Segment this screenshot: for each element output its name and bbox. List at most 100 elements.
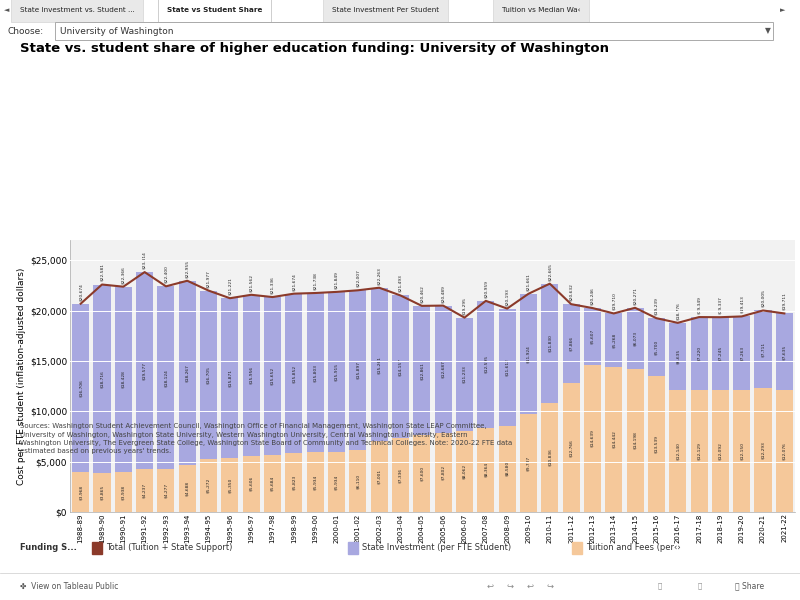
- Text: $20,246: $20,246: [590, 287, 594, 305]
- Bar: [776, 313, 793, 391]
- Text: $7,866: $7,866: [569, 336, 573, 352]
- Text: $20,674: $20,674: [78, 283, 82, 301]
- Text: $11,830: $11,830: [548, 334, 552, 352]
- Y-axis label: Cost per FTE student (inflation-adjusted dollars): Cost per FTE student (inflation-adjusted…: [17, 268, 26, 485]
- Bar: [306, 293, 324, 452]
- Bar: [562, 383, 580, 512]
- Text: ↩: ↩: [486, 581, 494, 590]
- Text: State Investment (per FTE Student): State Investment (per FTE Student): [362, 544, 510, 552]
- Text: $12,293: $12,293: [761, 441, 765, 459]
- Text: $7,220: $7,220: [697, 346, 701, 361]
- Text: $19,349: $19,349: [697, 296, 701, 314]
- Text: Sources: Washington Student Achievement Council, Washington Office of Financial : Sources: Washington Student Achievement …: [20, 423, 512, 455]
- Bar: [72, 472, 89, 512]
- Bar: [136, 469, 153, 512]
- Bar: [178, 281, 196, 465]
- Text: $21,849: $21,849: [334, 271, 338, 289]
- Text: $12,076: $12,076: [782, 442, 786, 460]
- Text: $21,674: $21,674: [292, 273, 296, 290]
- Bar: [584, 308, 601, 365]
- Text: $5,934: $5,934: [314, 475, 318, 490]
- Text: $23,814: $23,814: [142, 251, 146, 269]
- Bar: [690, 317, 707, 390]
- Text: ⬛: ⬛: [698, 583, 702, 589]
- Bar: [200, 290, 217, 459]
- Text: $19,337: $19,337: [718, 296, 722, 314]
- Bar: [350, 290, 366, 451]
- Text: University of Washington: University of Washington: [60, 26, 174, 35]
- Text: $5,607: $5,607: [590, 329, 594, 344]
- Text: Funding S...: Funding S...: [20, 544, 77, 552]
- Text: ◄: ◄: [12, 7, 18, 13]
- Bar: [498, 308, 516, 425]
- Text: ⬛: ⬛: [658, 583, 662, 589]
- Text: $21,738: $21,738: [314, 272, 318, 290]
- Text: $12,092: $12,092: [718, 442, 722, 460]
- Text: State Investment vs. Student ...: State Investment vs. Student ...: [20, 7, 134, 13]
- Text: $15,803: $15,803: [314, 364, 318, 382]
- Text: $5,684: $5,684: [270, 476, 274, 491]
- Bar: [669, 323, 686, 390]
- Text: $22,665: $22,665: [548, 263, 552, 281]
- Text: $14,442: $14,442: [612, 430, 616, 448]
- Bar: [520, 294, 537, 414]
- Bar: [242, 295, 260, 455]
- Text: Tuition vs Median Wa‹: Tuition vs Median Wa‹: [502, 7, 581, 13]
- Text: $6,110: $6,110: [356, 473, 360, 489]
- Bar: [754, 388, 771, 512]
- Text: $5,350: $5,350: [228, 478, 232, 493]
- Text: $22,366: $22,366: [122, 266, 126, 284]
- Bar: [712, 390, 729, 512]
- Text: $7,802: $7,802: [441, 465, 445, 480]
- Text: $12,687: $12,687: [441, 361, 445, 379]
- Bar: [776, 391, 793, 512]
- Text: ◄: ◄: [4, 7, 10, 13]
- Text: $19,295: $19,295: [462, 296, 466, 314]
- Text: $20,462: $20,462: [420, 285, 424, 303]
- Text: $4,237: $4,237: [142, 483, 146, 498]
- Bar: [690, 390, 707, 512]
- Text: $18,716: $18,716: [100, 370, 104, 388]
- Bar: [606, 313, 622, 367]
- Text: $8,580: $8,580: [505, 461, 509, 476]
- Text: $19,413: $19,413: [740, 296, 744, 313]
- Text: Tuition and Fees (per‹›: Tuition and Fees (per‹›: [586, 544, 680, 552]
- Bar: [264, 297, 281, 455]
- Bar: [222, 458, 238, 512]
- Text: $7,001: $7,001: [377, 469, 381, 484]
- Bar: [648, 318, 665, 376]
- Text: $15,897: $15,897: [356, 361, 360, 379]
- Bar: [286, 293, 302, 454]
- Bar: [370, 442, 388, 512]
- Text: $11,612: $11,612: [505, 358, 509, 376]
- Text: State vs. student share of higher education funding: University of Washington: State vs. student share of higher educat…: [20, 42, 609, 55]
- Bar: [158, 469, 174, 512]
- Bar: [328, 292, 345, 452]
- Text: $18,267: $18,267: [186, 364, 190, 382]
- Text: $6,635: $6,635: [676, 349, 680, 364]
- Text: ↪: ↪: [506, 581, 514, 590]
- Text: $19,577: $19,577: [142, 362, 146, 380]
- Text: $7,336: $7,336: [398, 467, 402, 482]
- Text: $7,600: $7,600: [420, 466, 424, 481]
- Text: $20,271: $20,271: [633, 287, 637, 305]
- Text: $21,977: $21,977: [206, 270, 210, 287]
- Bar: [606, 367, 622, 512]
- Text: $12,861: $12,861: [420, 362, 424, 380]
- Text: ↪: ↪: [546, 581, 554, 590]
- Text: $12,129: $12,129: [697, 442, 701, 460]
- Text: $3,865: $3,865: [100, 485, 104, 500]
- Bar: [414, 436, 430, 512]
- Bar: [733, 389, 750, 512]
- Text: $15,652: $15,652: [270, 367, 274, 385]
- Bar: [478, 301, 494, 428]
- Text: $4,688: $4,688: [186, 481, 190, 496]
- Bar: [72, 304, 89, 472]
- Text: $12,140: $12,140: [676, 442, 680, 460]
- Bar: [733, 316, 750, 389]
- FancyBboxPatch shape: [55, 22, 773, 40]
- Text: $7,245: $7,245: [718, 346, 722, 361]
- Bar: [200, 459, 217, 512]
- Bar: [542, 403, 558, 512]
- Bar: [114, 287, 132, 472]
